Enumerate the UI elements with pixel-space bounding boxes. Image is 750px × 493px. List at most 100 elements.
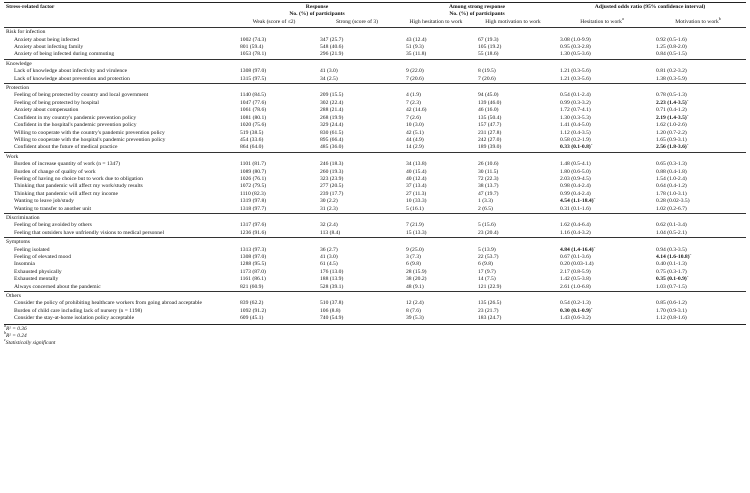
strong-count: 740 (54.9) [320, 315, 344, 322]
high-motivation-count: 105 (19.2) [478, 44, 502, 51]
footnote-mark: b [4, 329, 6, 335]
hesitation-odds-ratio: 3.08 (1.0-9.9) [554, 37, 650, 44]
high-motivation-count: 183 (24.7) [478, 315, 502, 322]
hesitation-odds-ratio-value: 2.03 (0.9-4.5) [560, 175, 591, 182]
high-hesitation-count: 5 (16.1) [406, 205, 424, 212]
high-motivation-count: 23 (21.7) [478, 307, 499, 314]
motivation-odds-ratio: 1.03 (0.7-1.5) [650, 284, 746, 292]
high-motivation-count: 14 (7.5) [478, 276, 496, 283]
table-row: Feeling of elevated mood 1308 (97.0) 41 (3… [4, 254, 746, 261]
table-row: Anxiety of being infected during commuti… [4, 51, 746, 59]
high-hesitation-count: 10 (3.0) [406, 122, 424, 129]
weak-count: 864 (64.0) [240, 144, 264, 151]
section-title: Discrimination [4, 212, 747, 223]
high-hesitation-count: 8 (7.6) [406, 307, 421, 314]
motivation-odds-ratio: 0.65 (0.3-1.3) [650, 161, 746, 168]
motivation-odds-ratio: 4.14 (1.6-10.8)c [650, 254, 746, 261]
high-motivation-count: 5 (13.9) [478, 246, 496, 253]
strong-count: 296 (21.9) [320, 51, 344, 58]
motivation-odds-ratio-value: 0.81 (0.2-3.2) [656, 68, 687, 75]
table-row: Burden of child care including lack of n… [4, 308, 746, 315]
strong-count: 485 (36.0) [320, 144, 344, 151]
table-row: Feeling of being avoided by others 1317 (… [4, 222, 746, 229]
section-title: Symptoms [4, 237, 747, 247]
strong-count: 510 (37.8) [320, 300, 344, 307]
hesitation-odds-ratio: 2.61 (1.0-6.8) [554, 284, 650, 292]
footnote-mark: a [4, 322, 6, 328]
hesitation-odds-ratio-value: 2.17 (0.8-5.9) [560, 268, 591, 275]
strong-count: 347 (25.7) [320, 36, 344, 43]
high-hesitation-count: 9 (25.0) [406, 246, 424, 253]
hesitation-odds-ratio: 0.98 (0.4-2.4) [554, 183, 650, 190]
strong-count: 41 (3.0) [320, 254, 338, 260]
footnote-text: R² = 0.24 [6, 332, 27, 339]
strong-count: 528 (39.1) [320, 283, 344, 290]
high-hesitation-count: 14 (2.9) [406, 144, 424, 151]
weak-count: 519 (38.5) [240, 129, 264, 136]
weak-count: 1140 (84.5) [240, 92, 266, 99]
header-hesitation-or: Hesitation to worka [554, 15, 650, 28]
table-row: Anxiety about being infected 1002 (74.3) 3… [4, 37, 746, 44]
high-motivation-count: 189 (39.0) [478, 144, 502, 151]
motivation-odds-ratio-value: 0.88 (0.4-1.8) [656, 168, 687, 175]
header-strong: Strong (score of 3) [335, 18, 379, 25]
weak-count: 821 (60.9) [240, 283, 264, 290]
high-hesitation-count: 48 (9.1) [406, 283, 424, 290]
strong-count: 188 (13.9) [320, 276, 344, 283]
header-motivation-label: Motivation to work [675, 18, 719, 25]
header-hesitation-label: Hesitation to work [580, 18, 622, 25]
motivation-odds-ratio-value: 0.28 (0.02-3.5) [656, 198, 690, 205]
significance-mark: c [591, 308, 593, 310]
motivation-odds-ratio-value: 0.64 (0.4-1.2) [656, 183, 687, 190]
high-motivation-count: 46 (16.0) [478, 107, 499, 114]
hesitation-odds-ratio: 4.84 (1.4-16.4)c [554, 247, 650, 254]
factor-label: Willing to cooperate with the hospital's… [14, 136, 166, 143]
header-hesitation-sup: a [621, 15, 624, 21]
footnote-text: R² = 0.36 [6, 325, 27, 332]
high-hesitation-count: 27 (11.3) [406, 190, 427, 197]
hesitation-odds-ratio: 1.80 (0.6-5.0) [554, 169, 650, 176]
section-row: Protection [4, 83, 747, 93]
high-hesitation-count: 39 (5.3) [406, 315, 424, 322]
high-motivation-count: 135 (50.4) [478, 114, 502, 121]
section-row: Discrimination [4, 212, 747, 223]
strong-count: 260 (19.3) [320, 168, 344, 175]
header-response: Response No. (%) of participants [234, 1, 400, 19]
high-hesitation-count: 3 (7.3) [406, 254, 421, 260]
table-row: Thinking that pandemic will affect my in… [4, 191, 746, 198]
factor-label: Feeling isolated [14, 246, 50, 253]
high-motivation-count: 55 (18.6) [478, 51, 499, 58]
weak-count: 1072 (79.5) [240, 183, 267, 190]
hesitation-odds-ratio-value: 4.84 (1.4-16.4) [560, 246, 594, 253]
hesitation-odds-ratio-value: 1.21 (0.3-5.6) [560, 75, 591, 82]
motivation-odds-ratio-value: 0.92 (0.5-1.6) [656, 36, 687, 43]
motivation-odds-ratio: 1.20 (0.7-2.2) [650, 130, 746, 137]
hesitation-odds-ratio: 1.21 (0.3-5.6) [554, 68, 650, 75]
strong-count: 239 (17.7) [320, 190, 344, 197]
factor-label: Feeling of having no choice but to work … [14, 175, 143, 182]
factor-label: Burden of increase quantity of work (n =… [14, 161, 120, 168]
hesitation-odds-ratio: 1.62 (0.4-6.4) [554, 222, 650, 229]
motivation-odds-ratio: 0.28 (0.02-3.5) [650, 198, 746, 205]
strong-count: 302 (22.4) [320, 99, 344, 106]
table-row: Thinking that pandemic will affect my wo… [4, 183, 746, 190]
motivation-odds-ratio-value: 0.94 (0.3-3.5) [656, 246, 687, 253]
factor-label: Feeling of being avoided by others [14, 222, 92, 229]
table-footnotes: aR² = 0.36 bR² = 0.24 cStatistically sig… [4, 322, 746, 347]
factor-label: Consider the stay-at-home isolation poli… [14, 315, 135, 322]
motivation-odds-ratio: 0.81 (0.2-3.2) [650, 68, 746, 75]
table-row: Confident about the future of medical pr… [4, 144, 746, 152]
high-hesitation-count: 12 (2.4) [406, 300, 424, 307]
high-hesitation-count: 42 (14.6) [406, 107, 427, 114]
weak-count: 609 (45.1) [240, 315, 264, 322]
table-row: Willing to cooperate with the hospital's… [4, 137, 746, 144]
footnote: aR² = 0.36 [4, 322, 746, 333]
hesitation-odds-ratio-value: 1.21 (0.3-5.6) [560, 68, 591, 75]
header-high-motivation: High motivation to work [485, 18, 541, 25]
motivation-odds-ratio-value: 1.02 (0.2-6.7) [656, 205, 687, 212]
motivation-odds-ratio: 1.78 (1.0-3.1) [650, 191, 746, 198]
header-response-sub: No. (%) of participants [289, 11, 345, 18]
table-row: Lack of knowledge about infectivity and … [4, 68, 746, 75]
factor-label: Anxiety about compensation [14, 107, 79, 114]
header-motivation-sup: b [718, 15, 721, 21]
